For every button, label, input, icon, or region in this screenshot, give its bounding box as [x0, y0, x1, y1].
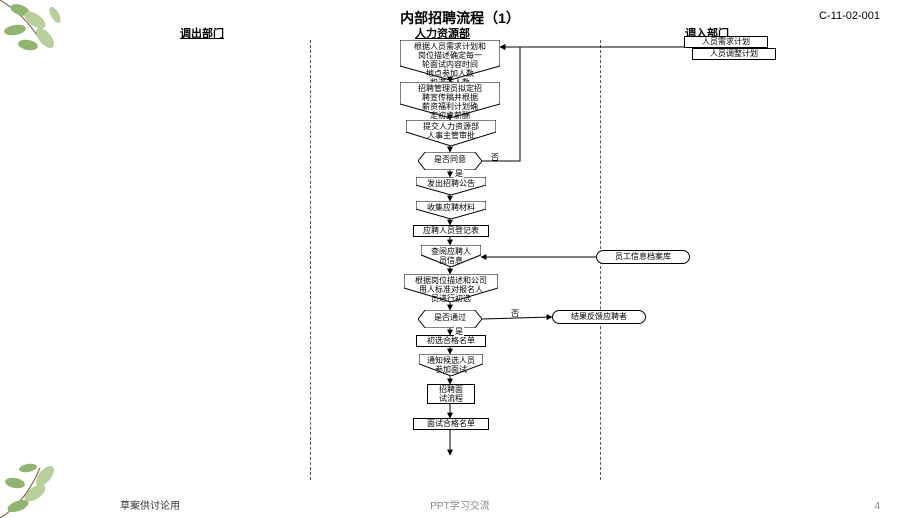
rect-node: 应聘人员登记表: [413, 225, 489, 237]
banner-node: 提交人力资源部 人事主管审批: [406, 120, 496, 146]
edge-label: 是: [454, 326, 464, 337]
edge-label: 否: [510, 308, 520, 319]
banner-node: 根据人员需求计划和 岗位描述确定每一 轮面试内容时间 地点参加人数 和滞选人数: [400, 40, 500, 80]
rect-node: 人员调整计划: [692, 48, 776, 60]
banner-node: 通知候选人员 参加面试: [419, 354, 483, 376]
edge-label: 是: [454, 168, 464, 179]
decision-node: 是否通过: [418, 310, 482, 328]
edge-label: 否: [490, 152, 500, 163]
rect-node: 初选合格名单: [416, 335, 486, 347]
banner-node: 发出招聘公告: [416, 177, 486, 195]
pill-node: 员工信息档案库: [596, 250, 690, 264]
banner-node: 查阅应聘人 员信息: [421, 245, 481, 267]
swimlane-separator: [310, 40, 311, 480]
pill-node: 结果反馈应聘者: [552, 310, 646, 324]
rect-node: 面试合格名单: [413, 418, 489, 430]
column-header-hr: 人力资源部: [415, 25, 470, 41]
footer-right: 4: [874, 501, 880, 512]
banner-node: 招聘管理员拟定招 聘宣传稿并根据 薪资福利计划确 定初步薪酬: [400, 82, 500, 118]
rect-node: 人员需求计划: [684, 36, 768, 48]
decision-node: 是否同意: [418, 152, 482, 170]
rect-node: 招聘面 试流程: [427, 384, 475, 404]
column-header-out: 调出部门: [180, 25, 224, 41]
banner-node: 收集应聘材料: [416, 201, 486, 219]
banner-node: 根据岗位描述和公司 用人标准对报名人 员进行初选: [404, 274, 498, 302]
doc-code: C-11-02-001: [819, 10, 880, 22]
footer-center: PPT学习交流: [0, 497, 920, 512]
